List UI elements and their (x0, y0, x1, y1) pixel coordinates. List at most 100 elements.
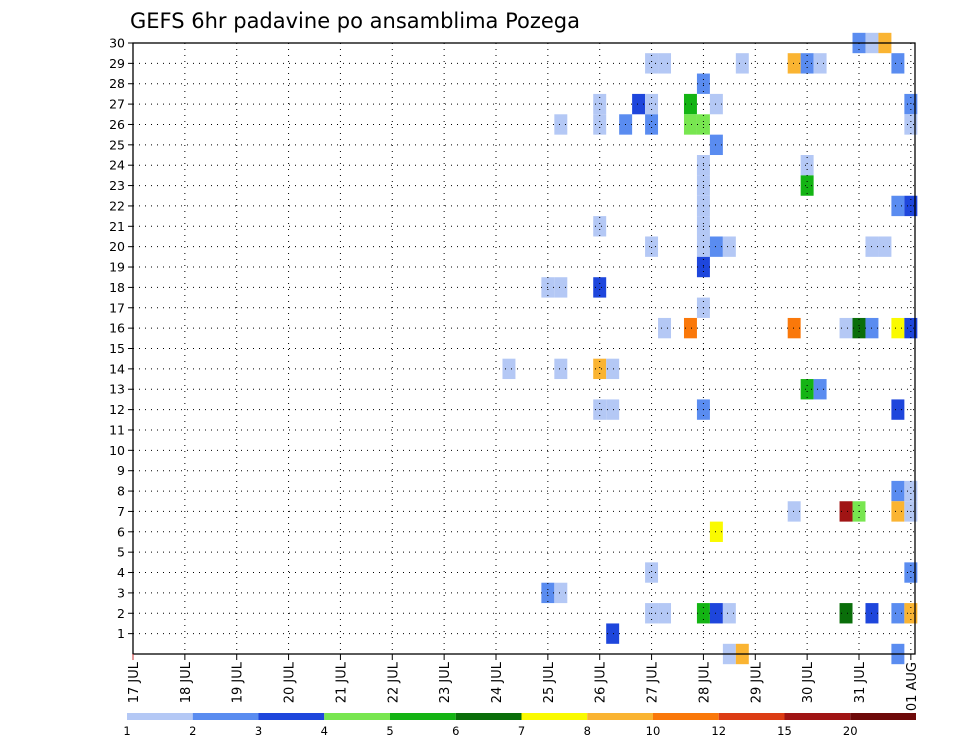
heatmap-cell (904, 114, 918, 135)
y-tick-label: 23 (109, 178, 125, 193)
y-tick-label: 28 (109, 76, 125, 91)
x-tick-label: 24 JUL (490, 661, 505, 703)
colorbar-label: 2 (189, 724, 196, 738)
heatmap-cell (839, 603, 853, 624)
colorbar: 1 2 3 4 5 6 7 8 10 12 15 20 (123, 713, 916, 738)
heatmap-cell (683, 114, 697, 135)
colorbar-label: 5 (386, 724, 393, 738)
colorbar-swatch (127, 713, 193, 720)
heatmap-cell (632, 93, 646, 115)
y-tick-label: 19 (109, 260, 125, 275)
y-tick-label: 3 (117, 585, 125, 600)
colorbar-swatch (390, 713, 456, 720)
heatmap-cell (606, 623, 620, 644)
colorbar-swatch (653, 713, 719, 720)
chart-title: GEFS 6hr padavine po ansamblima Pozega (130, 9, 580, 33)
cells-layer (502, 32, 918, 665)
colorbar-label: 20 (843, 724, 858, 738)
y-tick-label: 18 (109, 280, 125, 295)
y-tick-label: 22 (109, 198, 125, 213)
grid-layer (132, 42, 915, 654)
heatmap-cell (554, 114, 568, 135)
colorbar-swatch (258, 713, 325, 720)
y-tick-label: 25 (109, 137, 125, 152)
colorbar-swatch (455, 713, 522, 720)
colorbar-swatch (521, 713, 588, 720)
colorbar-swatch (324, 713, 390, 720)
colorbar-label: 7 (518, 724, 525, 738)
heatmap-cell (554, 358, 568, 380)
heatmap-cell (645, 114, 659, 135)
heatmap-cell (645, 53, 659, 74)
y-tick-label: 21 (109, 219, 125, 234)
x-tick-label: 21 JUL (334, 661, 349, 703)
colorbar-swatch (192, 713, 259, 720)
heatmap-cell (606, 399, 620, 420)
heatmap-cell (554, 582, 568, 604)
heatmap-cell (904, 480, 918, 502)
heatmap-cell (787, 317, 801, 339)
colorbar-label: 15 (777, 724, 792, 738)
x-tick-label: 19 JUL (231, 661, 246, 703)
y-tick-label: 30 (109, 36, 125, 51)
heatmap-cell (645, 93, 659, 115)
colorbar-label: 12 (711, 724, 726, 738)
colorbar-label: 6 (452, 724, 459, 738)
x-tick-label: 23 JUL (438, 661, 453, 703)
heatmap-cell (787, 53, 801, 74)
heatmap-cell (722, 603, 736, 624)
heatmap-cell (722, 236, 736, 257)
heatmap-cell (606, 358, 620, 380)
heatmap-cell (891, 480, 905, 502)
x-tick-label: 28 JUL (697, 661, 712, 703)
heatmap-cell (852, 317, 866, 339)
y-tick-label: 6 (117, 524, 125, 539)
y-tick-label: 15 (109, 341, 125, 356)
y-axis: 1234567891011121314151617181920212223242… (109, 36, 133, 641)
heatmap-cell (813, 379, 827, 400)
heatmap-cell (891, 501, 905, 522)
colorbar-label: 10 (646, 724, 661, 738)
heatmap-cell (891, 603, 905, 624)
heatmap-cell (904, 317, 918, 339)
heatmap-cell (800, 379, 814, 400)
colorbar-swatch (850, 713, 916, 720)
y-tick-label: 27 (109, 97, 125, 112)
heatmap-cell (878, 236, 892, 257)
x-tick-label: 26 JUL (594, 661, 609, 703)
y-tick-label: 8 (117, 484, 125, 499)
y-tick-label: 11 (109, 422, 125, 437)
heatmap-cell (658, 53, 672, 74)
heatmap-cell (839, 501, 853, 522)
heatmap-cell (904, 93, 918, 115)
y-tick-label: 16 (109, 321, 125, 336)
colorbar-swatch (587, 713, 653, 720)
x-tick-label: 20 JUL (283, 661, 298, 703)
heatmap-cell (891, 399, 905, 420)
x-tick-label: 25 JUL (542, 661, 557, 703)
x-tick-label: 17 JUL (127, 661, 142, 703)
x-tick-label: 29 JUL (749, 661, 764, 703)
x-tick-label: 22 JUL (386, 661, 401, 703)
heatmap-cell (683, 93, 697, 115)
heatmap-cell (658, 603, 672, 624)
heatmap-cell (735, 53, 749, 74)
colorbar-swatch (784, 713, 851, 720)
colorbar-swatch (718, 713, 785, 720)
heatmap-cell (593, 93, 607, 115)
heatmap-cell (645, 236, 659, 257)
y-tick-label: 2 (117, 606, 125, 621)
y-tick-label: 14 (109, 361, 125, 376)
heatmap-cell (554, 277, 568, 298)
x-axis: 17 JUL 18 JUL 19 JUL 20 JUL 21 JUL 22 JUL 23 J… (127, 654, 920, 711)
colorbar-label: 1 (123, 724, 130, 738)
x-tick-label: 18 JUL (179, 661, 194, 703)
heatmap-cell (891, 195, 905, 217)
heatmap-cell (593, 114, 607, 135)
heatmap-cell (593, 358, 607, 380)
y-tick-label: 1 (117, 626, 125, 641)
heatmap-cell (709, 603, 723, 624)
y-tick-label: 24 (109, 158, 125, 173)
heatmap-cell (709, 236, 723, 257)
